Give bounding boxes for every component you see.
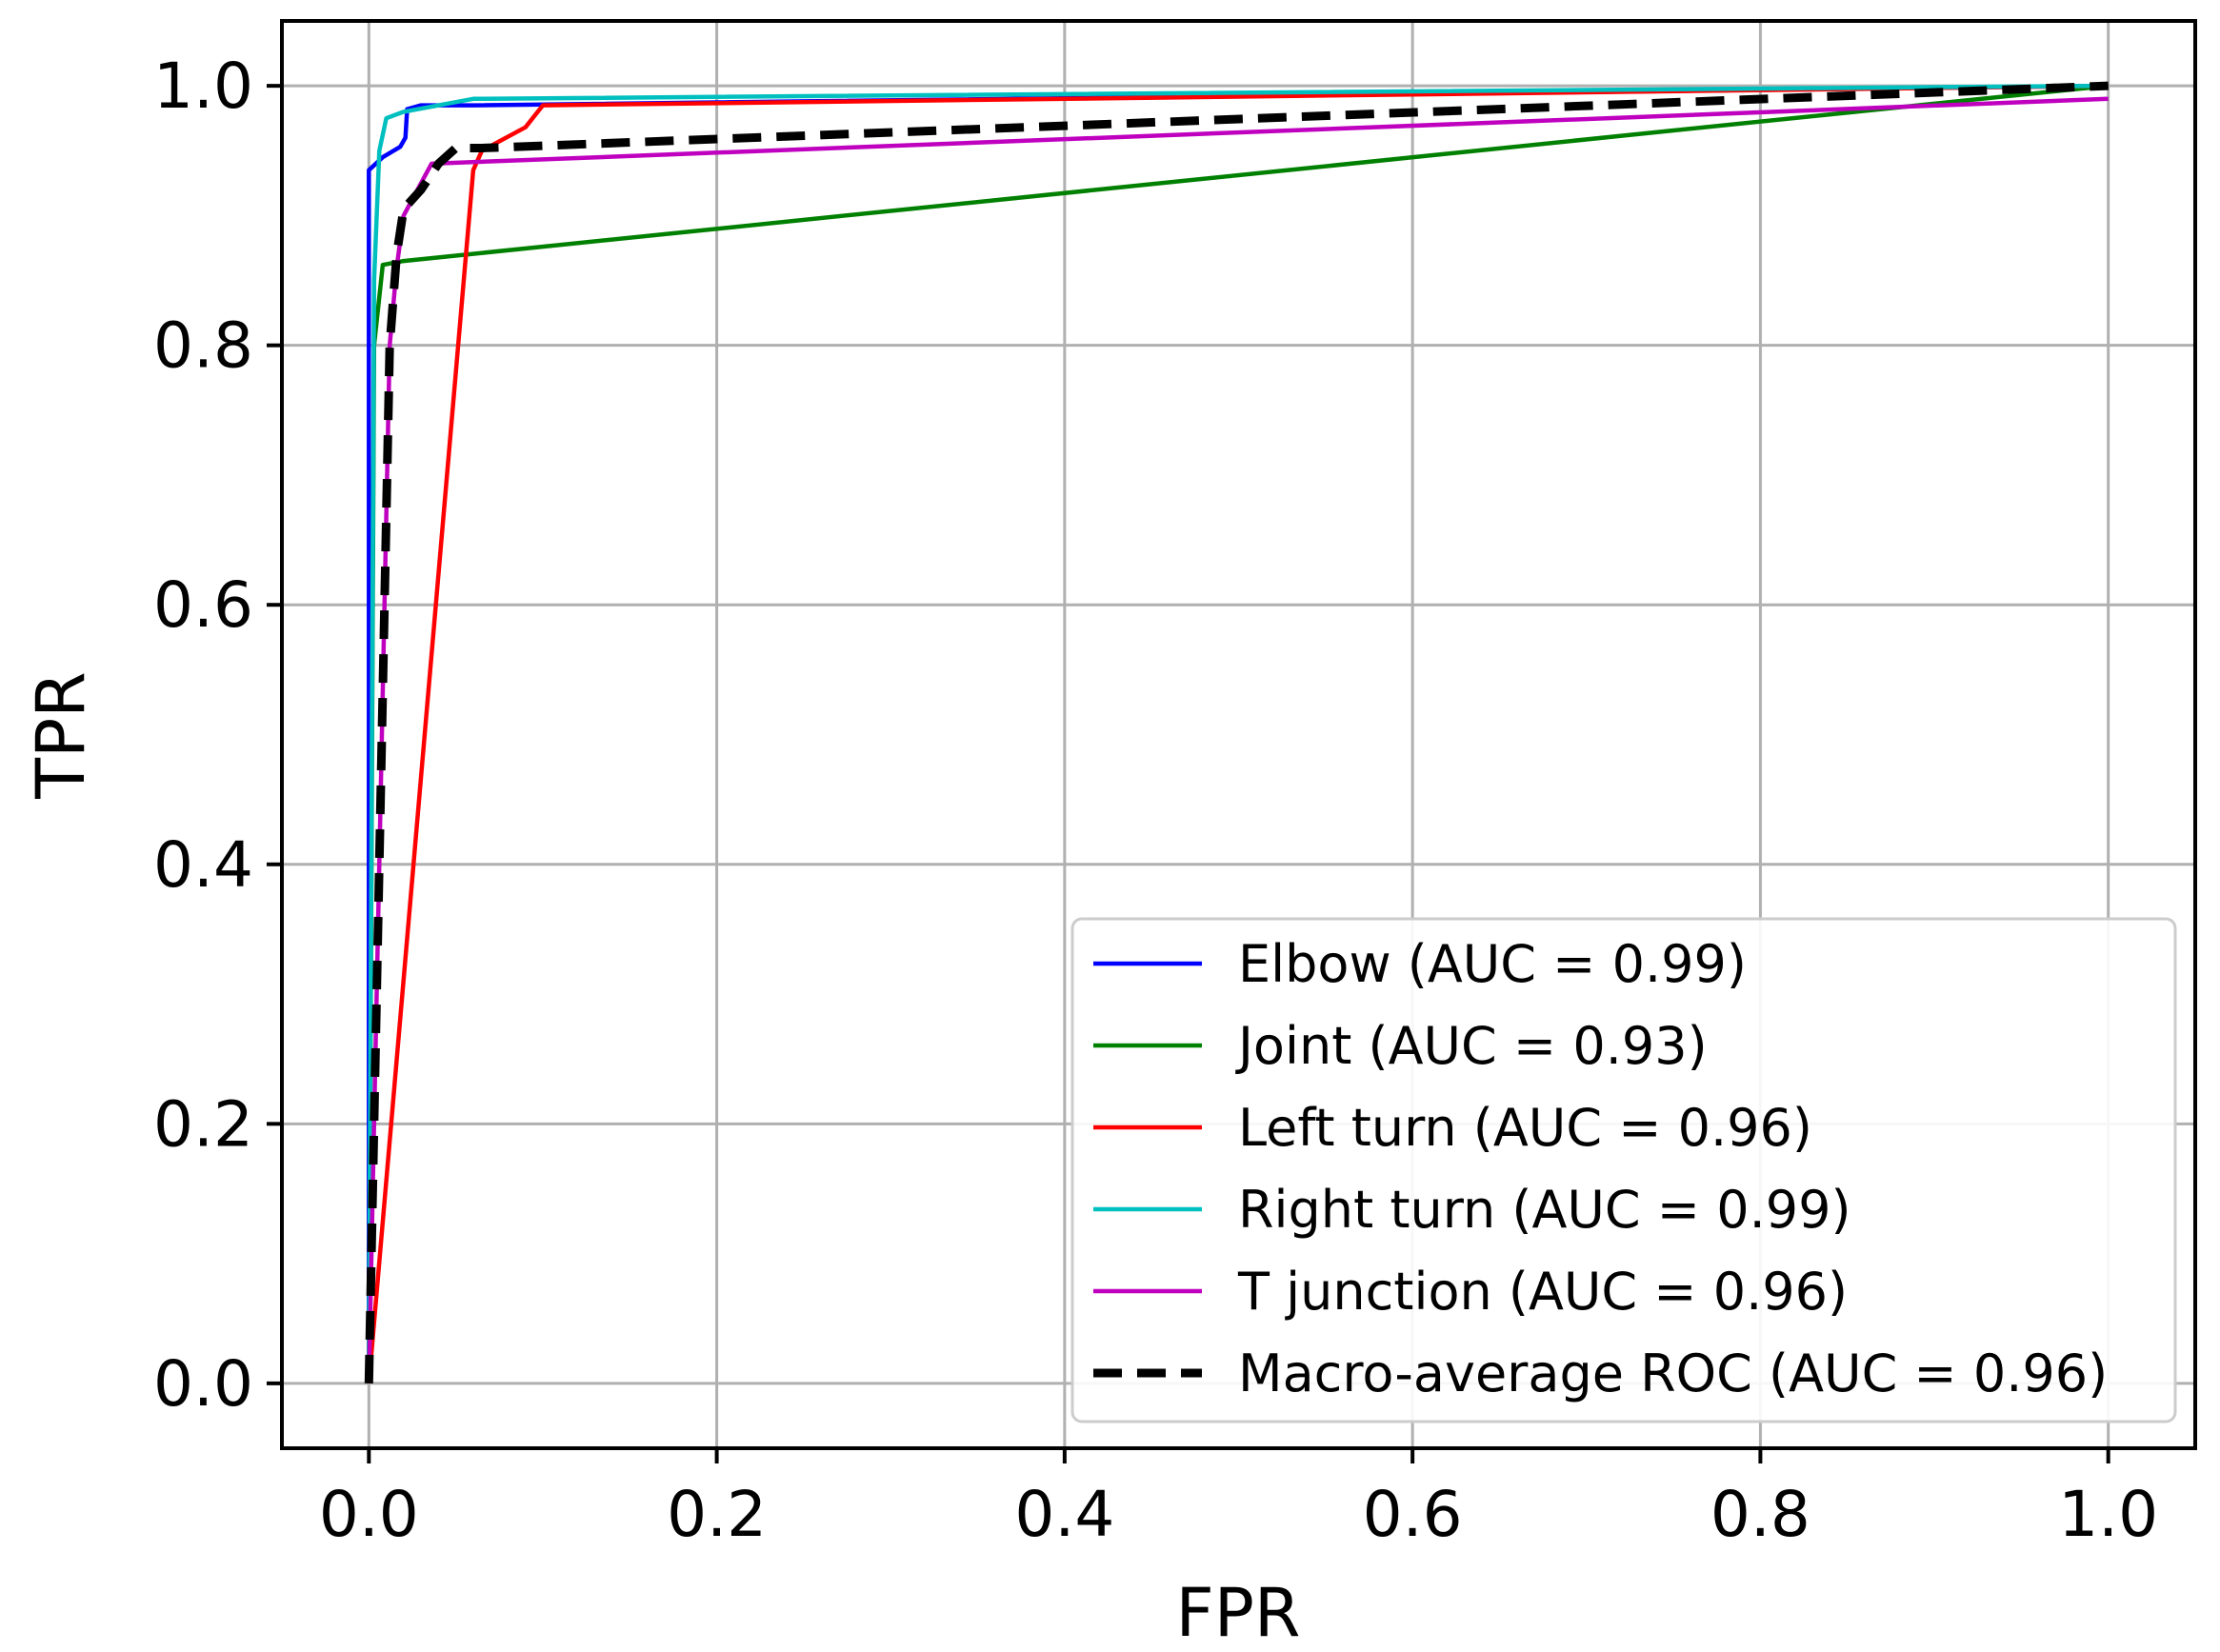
y-tick-label: 0.6 (153, 568, 253, 642)
y-tick-label: 0.0 (153, 1347, 253, 1421)
x-tick-label: 1.0 (2058, 1478, 2158, 1551)
x-tick-label: 0.6 (1363, 1478, 1463, 1551)
y-tick-label: 1.0 (153, 50, 253, 123)
series-line-3 (367, 83, 2109, 1384)
series-line-5 (367, 96, 2109, 1383)
legend-label: Macro-average ROC (AUC = 0.96) (1238, 1343, 2108, 1403)
series-lines (364, 81, 2109, 1384)
axis-ticks: 0.0 0.2 0.4 0.6 0.8 1.0 0.0 0.2 0.4 0.6 0.8 1.0 (153, 50, 2158, 1551)
x-tick-label: 0.4 (1014, 1478, 1114, 1551)
legend-label: Left turn (AUC = 0.96) (1238, 1098, 1812, 1158)
legend-label: Right turn (AUC = 0.99) (1238, 1180, 1851, 1240)
series-line-4 (367, 83, 2109, 1383)
legend-label: Elbow (AUC = 0.99) (1238, 934, 1747, 994)
legend-label: T junction (AUC = 0.96) (1237, 1262, 1848, 1322)
y-tick-label: 0.2 (153, 1087, 253, 1161)
legend-label: Joint (AUC = 0.93) (1235, 1016, 1708, 1076)
x-tick-label: 0.0 (319, 1478, 419, 1551)
series-line-6 (364, 81, 2109, 1383)
y-tick-label: 0.8 (153, 309, 253, 383)
plot-frame (280, 19, 2197, 1450)
x-tick-label: 0.2 (667, 1478, 767, 1551)
legend-box (1070, 917, 2177, 1423)
grid-lines (282, 21, 2195, 1448)
legend: Elbow (AUC = 0.99) Joint (AUC = 0.93) Left… (1070, 917, 2177, 1423)
x-tick-label: 0.8 (1710, 1478, 1810, 1551)
y-tick-label: 0.4 (153, 828, 253, 902)
y-axis-label: TPR (22, 671, 100, 800)
x-axis-label: FPR (1175, 1574, 1300, 1652)
